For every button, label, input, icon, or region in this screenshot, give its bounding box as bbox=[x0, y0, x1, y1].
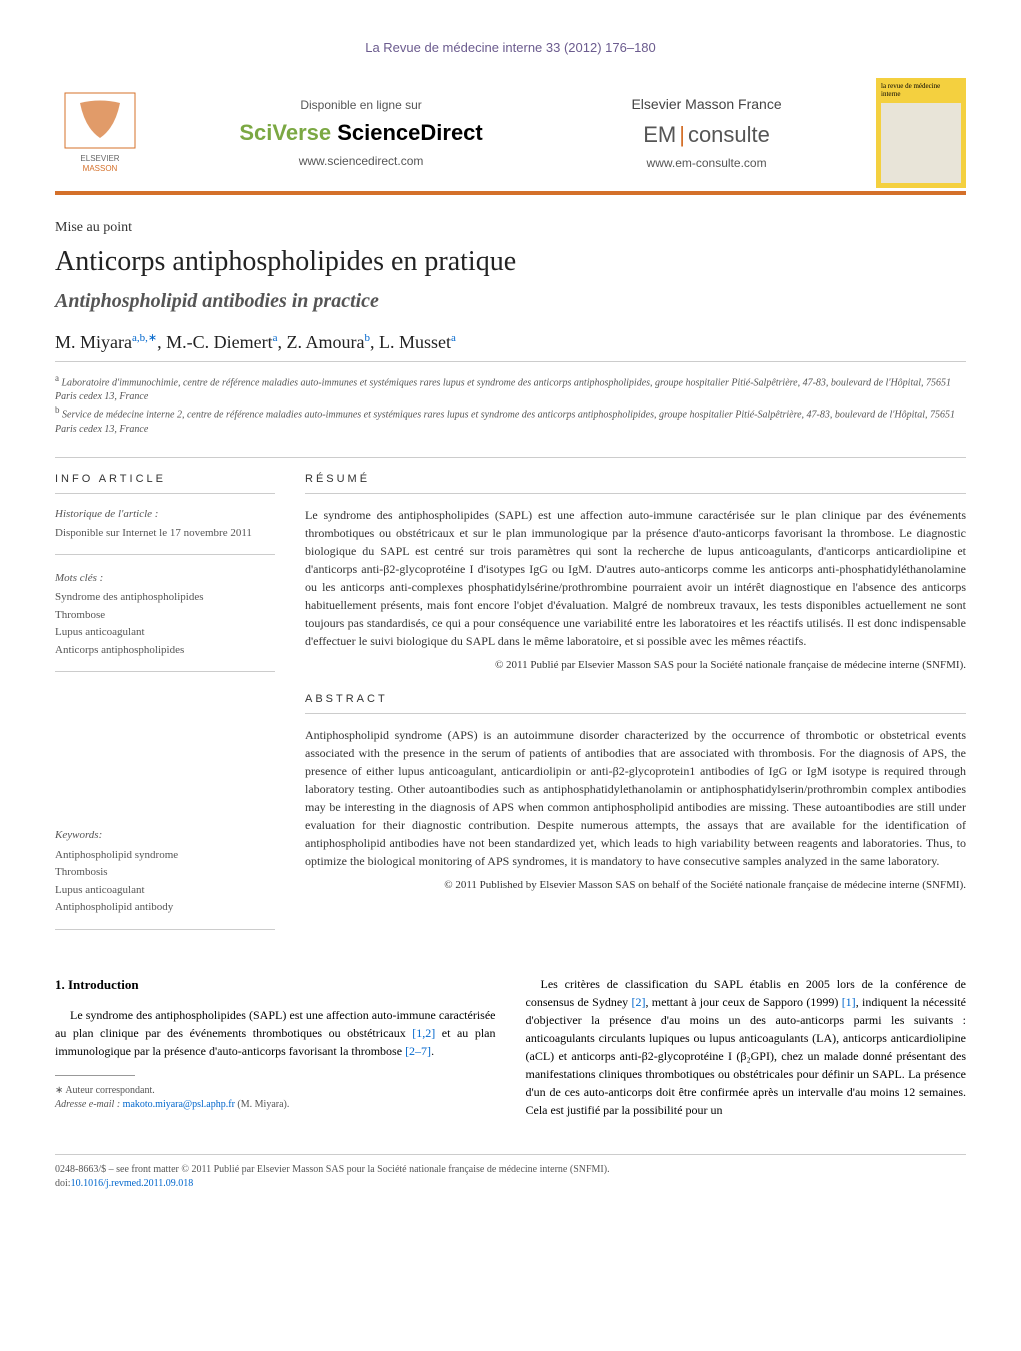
ref-link-4[interactable]: [1] bbox=[842, 995, 856, 1009]
page-footer: 0248-8663/$ – see front matter © 2011 Pu… bbox=[55, 1154, 966, 1191]
article-history: Historique de l'article : Disponible sur… bbox=[55, 506, 275, 555]
elsevier-masson-logo: ELSEVIER MASSON bbox=[60, 88, 140, 178]
emconsulte-logo: EM|consulte bbox=[631, 122, 781, 148]
author-1-aff: a,b, bbox=[132, 332, 148, 344]
sciencedirect-col: Disponible en ligne sur SciVerse Science… bbox=[239, 98, 482, 168]
em-text: EM bbox=[643, 122, 676, 147]
svg-text:MASSON: MASSON bbox=[83, 164, 118, 173]
motscle-0: Syndrome des antiphospholipides bbox=[55, 589, 275, 606]
body-col-left: 1. Introduction Le syndrome des antiphos… bbox=[55, 975, 496, 1129]
keyword-2: Lupus anticoagulant bbox=[55, 882, 275, 899]
author-4-aff: a bbox=[451, 332, 456, 344]
author-4: L. Musset bbox=[379, 332, 451, 352]
svg-text:ELSEVIER: ELSEVIER bbox=[80, 154, 119, 163]
consulte-text: consulte bbox=[688, 122, 770, 147]
elsevier-france-text: Elsevier Masson France bbox=[631, 96, 781, 112]
intro-para-2: Les critères de classification du SAPL é… bbox=[526, 975, 967, 1119]
author-3: Z. Amoura bbox=[286, 332, 364, 352]
elsevier-logo-container: ELSEVIER MASSON bbox=[55, 83, 145, 183]
emconsulte-url[interactable]: www.em-consulte.com bbox=[631, 156, 781, 170]
affiliation-a: a Laboratoire d'immunochimie, centre de … bbox=[55, 372, 966, 404]
body-col-right: Les critères de classification du SAPL é… bbox=[526, 975, 967, 1129]
resume-text: Le syndrome des antiphospholipides (SAPL… bbox=[305, 506, 966, 650]
ref-link-2[interactable]: [2–7] bbox=[405, 1044, 431, 1058]
sciverse-word: SciVerse bbox=[239, 120, 331, 145]
abstract-column: RÉSUMÉ Le syndrome des antiphospholipide… bbox=[305, 473, 966, 945]
corr-label: ∗ Auteur correspondant. bbox=[55, 1084, 496, 1098]
history-text: Disponible sur Internet le 17 novembre 2… bbox=[55, 527, 252, 539]
banner-middle: Disponible en ligne sur SciVerse Science… bbox=[145, 96, 876, 170]
motscles-label: Mots clés : bbox=[55, 570, 275, 587]
doi-line: doi:10.1016/j.revmed.2011.09.018 bbox=[55, 1177, 966, 1191]
ref-link-3[interactable]: [2] bbox=[631, 995, 645, 1009]
sciverse-logo: SciVerse ScienceDirect bbox=[239, 120, 482, 146]
intro-heading: 1. Introduction bbox=[55, 975, 496, 995]
motscle-1: Thrombose bbox=[55, 607, 275, 624]
journal-header: La Revue de médecine interne 33 (2012) 1… bbox=[55, 40, 966, 55]
emconsulte-col: Elsevier Masson France EM|consulte www.e… bbox=[631, 96, 781, 170]
em-divider: | bbox=[679, 122, 685, 147]
author-1-corr: ∗ bbox=[148, 332, 157, 344]
disponible-text: Disponible en ligne sur bbox=[239, 98, 482, 112]
info-heading: INFO ARTICLE bbox=[55, 473, 275, 494]
info-column: INFO ARTICLE Historique de l'article : D… bbox=[55, 473, 275, 945]
affiliations: a Laboratoire d'immunochimie, centre de … bbox=[55, 372, 966, 437]
abstract-heading: ABSTRACT bbox=[305, 693, 966, 714]
article-title-fr: Anticorps antiphospholipides en pratique bbox=[55, 246, 966, 278]
intro-para-1: Le syndrome des antiphospholipides (SAPL… bbox=[55, 1006, 496, 1060]
authors-list: M. Miyaraa,b,∗, M.-C. Diemerta, Z. Amour… bbox=[55, 331, 966, 362]
body-section: 1. Introduction Le syndrome des antiphos… bbox=[55, 975, 966, 1129]
publisher-banner: ELSEVIER MASSON Disponible en ligne sur … bbox=[55, 75, 966, 195]
abstract-text: Antiphospholipid syndrome (APS) is an au… bbox=[305, 726, 966, 870]
ref-link-1[interactable]: [1,2] bbox=[412, 1026, 435, 1040]
footnote-divider bbox=[55, 1075, 135, 1076]
motscle-2: Lupus anticoagulant bbox=[55, 624, 275, 641]
keyword-3: Antiphospholipid antibody bbox=[55, 899, 275, 916]
keyword-1: Thrombosis bbox=[55, 864, 275, 881]
author-1: M. Miyara bbox=[55, 332, 132, 352]
journal-cover: la revue de médecine interne bbox=[876, 78, 966, 188]
article-title-en: Antiphospholipid antibodies in practice bbox=[55, 290, 966, 313]
sciencedirect-url[interactable]: www.sciencedirect.com bbox=[239, 154, 482, 168]
article-type: Mise au point bbox=[55, 220, 966, 236]
motscle-3: Anticorps antiphospholipides bbox=[55, 642, 275, 659]
history-label: Historique de l'article : bbox=[55, 506, 275, 523]
resume-copyright: © 2011 Publié par Elsevier Masson SAS po… bbox=[305, 658, 966, 673]
cover-image bbox=[881, 103, 961, 183]
affiliation-b: b Service de médecine interne 2, centre … bbox=[55, 404, 966, 436]
corresponding-author-footnote: ∗ Auteur correspondant. Adresse e-mail :… bbox=[55, 1084, 496, 1112]
cover-title: la revue de médecine interne bbox=[881, 83, 961, 98]
sciencedirect-word: ScienceDirect bbox=[331, 120, 483, 145]
keywords-block: Keywords: Antiphospholipid syndrome Thro… bbox=[55, 827, 275, 930]
issn-copyright: 0248-8663/$ – see front matter © 2011 Pu… bbox=[55, 1163, 966, 1177]
corr-email[interactable]: makoto.miyara@psl.aphp.fr bbox=[123, 1099, 235, 1110]
keywords-label: Keywords: bbox=[55, 827, 275, 844]
keyword-0: Antiphospholipid syndrome bbox=[55, 847, 275, 864]
author-2: M.-C. Diemert bbox=[166, 332, 272, 352]
corr-email-line: Adresse e-mail : makoto.miyara@psl.aphp.… bbox=[55, 1098, 496, 1112]
info-abstract-container: INFO ARTICLE Historique de l'article : D… bbox=[55, 457, 966, 945]
abstract-copyright: © 2011 Published by Elsevier Masson SAS … bbox=[305, 878, 966, 893]
mots-cles-block: Mots clés : Syndrome des antiphospholipi… bbox=[55, 570, 275, 673]
doi-link[interactable]: 10.1016/j.revmed.2011.09.018 bbox=[71, 1178, 194, 1189]
resume-heading: RÉSUMÉ bbox=[305, 473, 966, 494]
